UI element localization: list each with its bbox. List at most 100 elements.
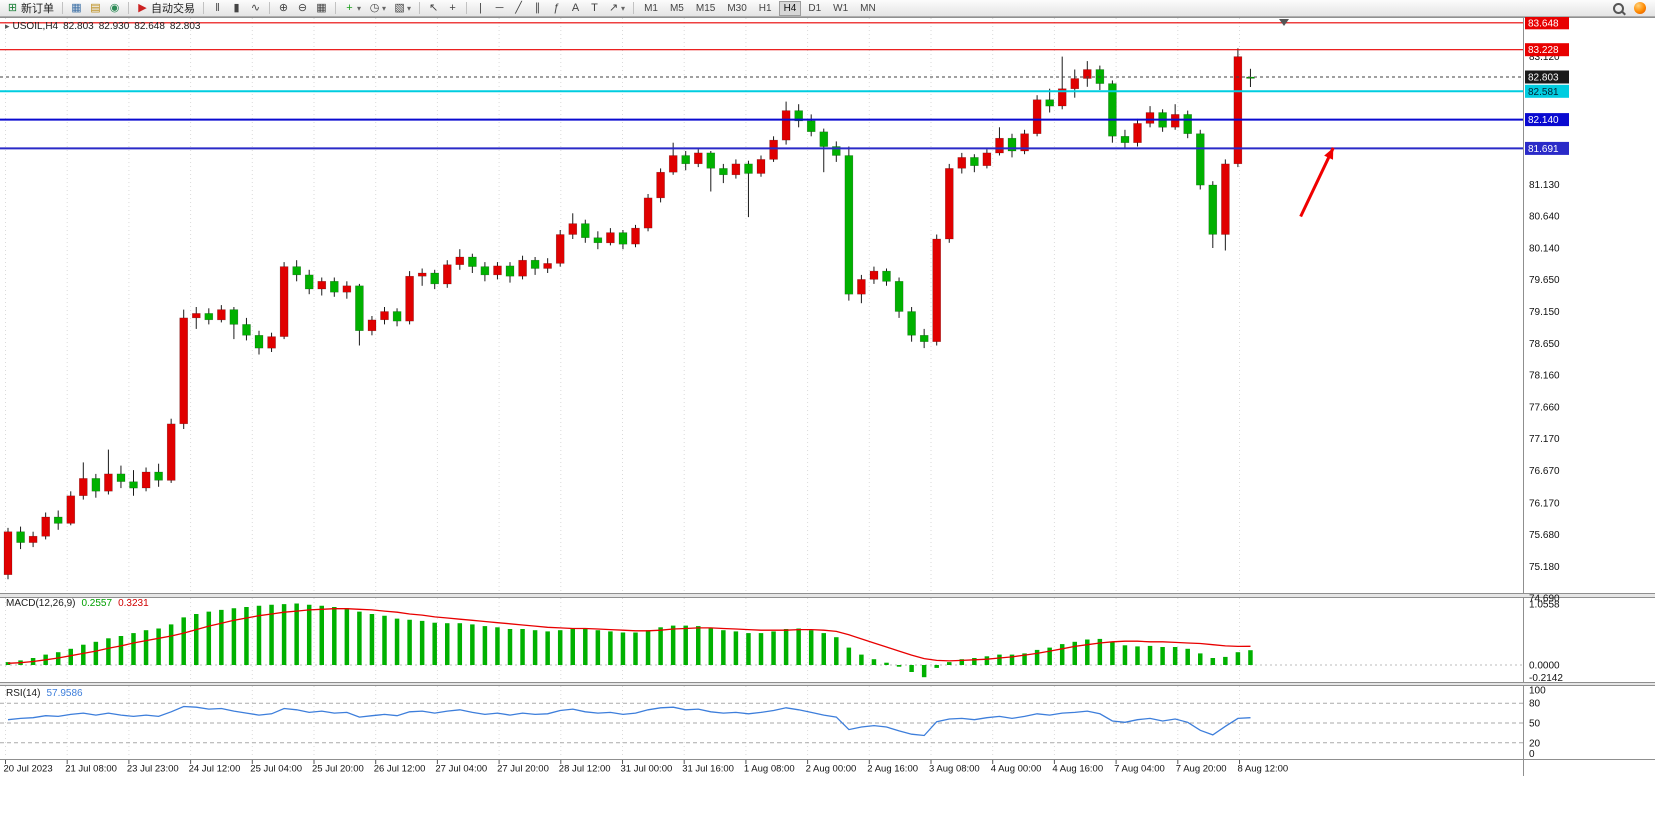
candles-button[interactable]: ▮ [228, 1, 245, 16]
timeframe-h4[interactable]: H4 [778, 0, 802, 16]
candle [204, 308, 214, 325]
svg-text:76.670: 76.670 [1529, 466, 1560, 477]
fibo-button[interactable]: ƒ [548, 1, 565, 16]
candle [16, 526, 25, 550]
candle [781, 101, 791, 145]
time-axis[interactable]: 20 Jul 2023 21 Jul 08:00 23 Jul 23:00 24 Ju… [4, 760, 1289, 775]
timeframe-m30[interactable]: M30 [727, 2, 747, 14]
bars-button[interactable]: ‖ [209, 1, 226, 16]
crosshair-button[interactable]: + [444, 1, 461, 16]
one-click-trading-toggle[interactable]: ▸ [5, 21, 10, 31]
templates-button[interactable]: ▧ ▾ [391, 1, 414, 16]
vline-button[interactable]: | [472, 1, 489, 16]
hline-button[interactable]: ─ [491, 1, 508, 16]
toolbar-separator [466, 2, 468, 14]
line-chart-button[interactable]: ∿ [247, 1, 264, 16]
candle [907, 307, 916, 342]
new-order-button[interactable]: ⊞ 新订单 [4, 1, 57, 16]
svg-text:83.120: 83.120 [1529, 52, 1560, 63]
timeframe-w1[interactable]: W1 [833, 2, 849, 14]
community-icon[interactable] [1634, 2, 1646, 14]
red-arrow-annotation[interactable] [1299, 147, 1335, 218]
crosshair-icon: + [449, 1, 456, 14]
svg-text:78.160: 78.160 [1529, 371, 1560, 382]
candle [945, 163, 954, 243]
svg-text:21 Jul 08:00: 21 Jul 08:00 [65, 764, 117, 775]
fibonacci-icon: ƒ [553, 1, 560, 14]
charts-button[interactable]: ▦ [68, 1, 85, 16]
panel-splitter[interactable] [0, 593, 1655, 598]
channel-button[interactable]: ∥ [529, 1, 546, 16]
macd-axis[interactable]: 1.0558 0.0000-0.2142 [1529, 599, 1563, 684]
clock-icon: ◷ [369, 1, 380, 14]
svg-text:100: 100 [1529, 686, 1546, 697]
autotrading-icon: ▶ [138, 1, 147, 14]
symbol-period-label: USOIL,H4 [12, 21, 59, 32]
candle [1221, 159, 1230, 251]
candle [505, 262, 515, 283]
line-chart-icon: ∿ [250, 1, 261, 14]
candle [744, 160, 753, 218]
candles-chart-icon: ▮ [233, 1, 240, 14]
svg-text:80: 80 [1529, 699, 1541, 710]
panel-splitter[interactable] [0, 682, 1655, 686]
timeframe-m1[interactable]: M1 [644, 2, 658, 14]
profiles-icon: ▤ [90, 1, 101, 14]
svg-text:82.581: 82.581 [1528, 87, 1559, 98]
candle [1108, 80, 1117, 143]
svg-text:8 Aug 12:00: 8 Aug 12:00 [1238, 764, 1289, 775]
horizontal-lines[interactable] [0, 22, 1523, 150]
tile-windows-button[interactable]: ▦ [313, 1, 330, 16]
candle [192, 307, 201, 329]
candle [982, 149, 992, 169]
candle [292, 260, 301, 282]
price-axis[interactable]: 83.120 81.130 80.640 80.140 79.650 79.150 78.6… [1525, 16, 1569, 604]
zoom-in-button[interactable]: ⊕ [275, 1, 292, 16]
cursor-button[interactable]: ↖ [425, 1, 442, 16]
arrows-button[interactable]: ↗ ▾ [605, 1, 628, 16]
candle [116, 465, 126, 489]
label-button[interactable]: T [586, 1, 603, 16]
candle [493, 262, 502, 280]
signals-button[interactable]: ◉ [106, 1, 123, 16]
candle [367, 316, 377, 336]
profiles-button[interactable]: ▤ [87, 1, 104, 16]
vertical-line-icon: | [479, 1, 482, 14]
panel-frames [0, 17, 1655, 776]
rsi-axis[interactable]: 100 80 50 200 [1529, 686, 1546, 761]
macd-signal-value: 0.3231 [118, 598, 149, 609]
candle [380, 307, 389, 325]
candle [706, 151, 716, 192]
text-button[interactable]: A [567, 1, 584, 16]
candle [141, 467, 151, 492]
candle [104, 449, 113, 495]
timeframe-m5[interactable]: M5 [669, 2, 684, 14]
svg-text:4 Aug 00:00: 4 Aug 00:00 [991, 764, 1042, 775]
candle [1020, 129, 1029, 155]
svg-text:2 Aug 00:00: 2 Aug 00:00 [806, 764, 857, 775]
indicators-button[interactable]: + ▾ [341, 1, 364, 16]
candle [568, 213, 578, 239]
svg-text:25 Jul 20:00: 25 Jul 20:00 [312, 764, 364, 775]
timeframe-h1[interactable]: H1 [758, 2, 772, 14]
rsi-value: 57.9586 [46, 688, 83, 699]
search-icon[interactable] [1613, 2, 1624, 14]
autotrading-button[interactable]: ▶ 自动交易 [134, 1, 198, 16]
periods-button[interactable]: ◷ ▾ [366, 1, 389, 16]
candle [719, 163, 728, 184]
timeframe-mn[interactable]: MN [860, 2, 876, 14]
svg-text:31 Jul 16:00: 31 Jul 16:00 [682, 764, 734, 775]
timeframe-d1[interactable]: D1 [808, 2, 822, 14]
chart-shift-marker[interactable] [1279, 19, 1289, 26]
macd-panel [0, 603, 1523, 678]
rsi-indicator-label: RSI(14) 57.9586 [6, 688, 83, 699]
candle [1083, 61, 1092, 87]
trendline-button[interactable]: ╱ [510, 1, 527, 16]
svg-text:82.803: 82.803 [1528, 73, 1559, 84]
svg-text:76.170: 76.170 [1529, 498, 1560, 509]
zoom-out-button[interactable]: ⊖ [294, 1, 311, 16]
chart-window-icon: ▦ [71, 1, 82, 14]
timeframe-m15[interactable]: M15 [695, 2, 716, 14]
